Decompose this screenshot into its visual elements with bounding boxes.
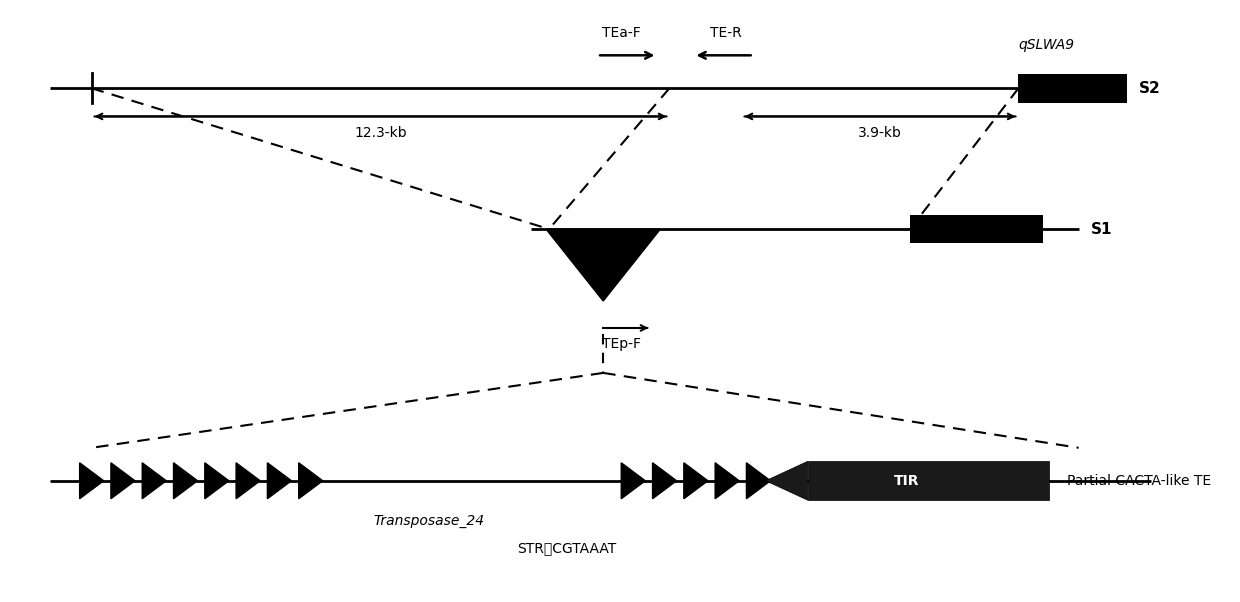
Polygon shape bbox=[299, 463, 322, 481]
Polygon shape bbox=[268, 463, 291, 481]
Polygon shape bbox=[79, 481, 104, 498]
Text: S1: S1 bbox=[1091, 222, 1112, 237]
Polygon shape bbox=[110, 481, 135, 498]
Polygon shape bbox=[652, 463, 677, 481]
Polygon shape bbox=[236, 481, 260, 498]
Polygon shape bbox=[268, 481, 291, 498]
Polygon shape bbox=[143, 481, 166, 498]
Text: qSLWA9: qSLWA9 bbox=[1018, 39, 1075, 52]
Bar bbox=[807, 461, 1049, 500]
Polygon shape bbox=[621, 463, 645, 481]
Text: TIR: TIR bbox=[894, 474, 920, 488]
Polygon shape bbox=[143, 463, 166, 481]
Polygon shape bbox=[621, 481, 645, 498]
Text: 3.9-kb: 3.9-kb bbox=[858, 126, 901, 140]
Text: 12.3-kb: 12.3-kb bbox=[355, 126, 407, 140]
Text: Partial CACTA-like TE: Partial CACTA-like TE bbox=[1066, 474, 1210, 488]
Polygon shape bbox=[746, 463, 770, 481]
Text: Transposase_24: Transposase_24 bbox=[373, 514, 485, 528]
Polygon shape bbox=[683, 481, 708, 498]
Polygon shape bbox=[205, 463, 229, 481]
Text: S2: S2 bbox=[1138, 81, 1161, 96]
Text: STR：CGTAAAT: STR：CGTAAAT bbox=[517, 542, 616, 556]
Polygon shape bbox=[715, 463, 739, 481]
Polygon shape bbox=[683, 463, 708, 481]
Polygon shape bbox=[174, 481, 197, 498]
Polygon shape bbox=[652, 481, 677, 498]
Text: TEa-F: TEa-F bbox=[601, 26, 641, 40]
Bar bbox=[1018, 74, 1127, 103]
Text: TE-R: TE-R bbox=[711, 26, 742, 40]
Polygon shape bbox=[236, 463, 260, 481]
Polygon shape bbox=[715, 481, 739, 498]
Text: TEp-F: TEp-F bbox=[601, 337, 641, 351]
Polygon shape bbox=[110, 463, 135, 481]
Polygon shape bbox=[174, 463, 197, 481]
Polygon shape bbox=[205, 481, 229, 498]
Polygon shape bbox=[546, 229, 661, 301]
Polygon shape bbox=[79, 463, 104, 481]
Polygon shape bbox=[746, 481, 770, 498]
Polygon shape bbox=[299, 481, 322, 498]
Bar bbox=[910, 215, 1043, 243]
Polygon shape bbox=[765, 461, 807, 500]
